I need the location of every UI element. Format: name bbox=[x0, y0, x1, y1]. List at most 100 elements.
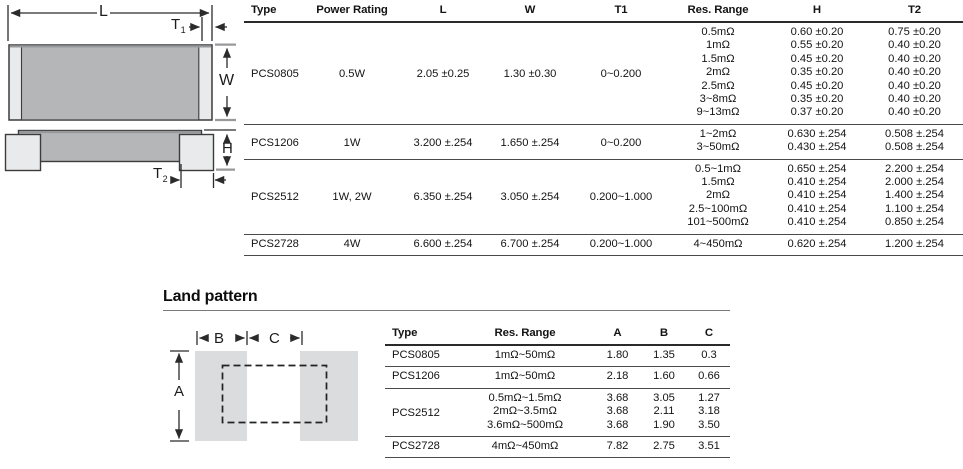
table-row: PCS2728 4mΩ~450mΩ 7.82 2.75 3.51 bbox=[385, 437, 730, 458]
cell-a: 3.68 bbox=[606, 418, 629, 431]
cell-t2: 1.400 ±.254 bbox=[884, 189, 945, 202]
cell-h: 0.630 ±.254 bbox=[787, 127, 847, 140]
table-row: 101~500mΩ 0.410 ±.254 0.850 ±.254 bbox=[244, 216, 963, 234]
cell-res-range: 1mΩ~50mΩ bbox=[494, 349, 556, 361]
cell-type: PCS0805 bbox=[251, 68, 299, 81]
cell-c: 3.18 bbox=[698, 405, 720, 418]
cell-a: 3.68 bbox=[606, 405, 629, 418]
cell-a: 1.80 bbox=[606, 349, 629, 361]
cell-t2: 0.508 ±.254 bbox=[884, 127, 945, 140]
cell-res-range: 101~500mΩ bbox=[687, 216, 749, 229]
land-pattern-heading: Land pattern bbox=[163, 288, 730, 311]
label-width-w: W bbox=[219, 72, 235, 89]
cell-t2: 0.40 ±0.20 bbox=[888, 52, 941, 65]
cell-t2: 0.40 ±0.20 bbox=[888, 39, 941, 52]
cell-h: 0.35 ±0.20 bbox=[790, 93, 844, 106]
cell-res-range: 3~8mΩ bbox=[699, 93, 737, 106]
cell-type: PCS1206 bbox=[251, 136, 299, 149]
cell-res-range: 2mΩ~3.5mΩ bbox=[493, 405, 557, 418]
cell-t2: 2.000 ±.254 bbox=[884, 176, 945, 189]
cell-t1: 0~0.200 bbox=[600, 136, 642, 149]
cell-res-range: 2mΩ bbox=[706, 66, 730, 79]
table-row: 1mΩ 0.55 ±0.20 0.40 ±0.20 bbox=[244, 39, 963, 52]
cell-c: 0.66 bbox=[698, 370, 720, 383]
cell-b: 3.05 bbox=[653, 391, 675, 404]
cell-h: 0.620 ±.254 bbox=[787, 237, 847, 250]
cell-a: 3.68 bbox=[606, 391, 629, 404]
cell-power-rating: 1W, 2W bbox=[332, 191, 372, 204]
col-header-w: W bbox=[486, 0, 574, 23]
cell-h: 0.410 ±.254 bbox=[787, 202, 847, 215]
table-row: 3~50mΩ 0.430 ±.254 0.508 ±.254 bbox=[244, 141, 963, 159]
col-header-type: Type bbox=[385, 323, 455, 346]
col-header-a: A bbox=[595, 323, 640, 346]
table-row: 2mΩ 0.410 ±.254 1.400 ±.254 bbox=[244, 189, 963, 202]
land-table-header-row: Type Res. Range A B C bbox=[385, 323, 730, 346]
table-row: PCS1206 1mΩ~50mΩ 2.18 1.60 0.66 bbox=[385, 367, 730, 388]
table-row: PCS2512 1W, 2W 6.350 ±.254 3.050 ±.254 0.200… bbox=[244, 159, 963, 204]
cell-h: 0.60 ±0.20 bbox=[790, 26, 844, 38]
cell-t2: 1.200 ±.254 bbox=[884, 237, 945, 250]
cell-h: 0.410 ±.254 bbox=[787, 176, 847, 189]
col-header-b: B bbox=[640, 323, 688, 346]
cell-h: 0.430 ±.254 bbox=[787, 141, 847, 154]
cell-h: 0.45 ±0.20 bbox=[790, 79, 844, 92]
label-c: C bbox=[267, 330, 282, 347]
group-PCS0805: PCS0805 1mΩ~50mΩ 1.80 1.35 0.3 bbox=[385, 345, 730, 367]
cell-w: 3.050 ±.254 bbox=[500, 191, 560, 204]
cell-l: 2.05 ±0.25 bbox=[416, 68, 470, 81]
cell-t2: 0.40 ±0.20 bbox=[888, 66, 941, 79]
cell-w: 1.650 ±.254 bbox=[500, 136, 560, 149]
cell-res-range: 2.5~100mΩ bbox=[688, 202, 748, 215]
chip-dimension-diagram bbox=[4, 5, 236, 188]
cell-res-range: 0.5mΩ~1.5mΩ bbox=[488, 391, 562, 404]
cell-t1: 0.200~1.000 bbox=[589, 191, 653, 204]
cell-res-range: 0.5~1mΩ bbox=[695, 162, 741, 175]
cell-t2: 0.40 ±0.20 bbox=[888, 79, 941, 92]
cell-t2: 0.40 ±0.20 bbox=[888, 93, 941, 106]
cell-b: 2.75 bbox=[653, 440, 675, 453]
cell-t1: 0~0.200 bbox=[600, 68, 642, 81]
cell-l: 6.350 ±.254 bbox=[413, 191, 473, 204]
cell-h: 0.37 ±0.20 bbox=[790, 106, 844, 119]
table-row: PCS0805 0.5W 2.05 ±0.25 1.30 ±0.30 0~0.200 0.… bbox=[244, 22, 963, 80]
group-PCS1206: PCS1206 1mΩ~50mΩ 2.18 1.60 0.66 bbox=[385, 367, 730, 389]
cell-c: 1.27 bbox=[698, 391, 720, 404]
cell-type: PCS0805 bbox=[392, 349, 440, 361]
cell-power-rating: 0.5W bbox=[338, 68, 366, 81]
cell-a: 2.18 bbox=[606, 370, 629, 383]
cell-w: 1.30 ±0.30 bbox=[503, 68, 557, 81]
group-PCS2512: PCS2512 1W, 2W 6.350 ±.254 3.050 ±.254 0.200… bbox=[244, 159, 963, 235]
cell-b: 1.35 bbox=[653, 349, 675, 361]
cell-c: 0.3 bbox=[701, 349, 717, 361]
group-PCS2728: PCS2728 4W 6.600 ±.254 6.700 ±.254 0.200~1.0… bbox=[244, 234, 963, 256]
cell-res-range: 1~2mΩ bbox=[699, 127, 737, 140]
cell-w: 6.700 ±.254 bbox=[500, 237, 560, 250]
cell-res-range: 3.6mΩ~500mΩ bbox=[486, 418, 564, 431]
cell-res-range: 2mΩ bbox=[706, 189, 730, 202]
label-height-h: H bbox=[222, 140, 233, 157]
cell-t2: 0.40 ±0.20 bbox=[888, 106, 941, 119]
cell-b: 2.11 bbox=[653, 405, 675, 418]
cell-h: 0.45 ±0.20 bbox=[790, 52, 844, 65]
cell-h: 0.35 ±0.20 bbox=[790, 66, 844, 79]
cell-h: 0.410 ±.254 bbox=[787, 216, 847, 229]
group-PCS0805: PCS0805 0.5W 2.05 ±0.25 1.30 ±0.30 0~0.200 0.… bbox=[244, 22, 963, 125]
table-row: 3~8mΩ 0.35 ±0.20 0.40 ±0.20 bbox=[244, 93, 963, 106]
col-header-res-range: Res. Range bbox=[455, 323, 595, 346]
cell-type: PCS1206 bbox=[392, 370, 440, 383]
cell-a: 7.82 bbox=[606, 440, 629, 453]
col-header-t2: T2 bbox=[866, 0, 963, 23]
table-row: PCS1206 1W 3.200 ±.254 1.650 ±.254 0~0.200 1~… bbox=[244, 124, 963, 149]
cell-b: 1.90 bbox=[653, 418, 675, 431]
label-b: B bbox=[212, 330, 227, 347]
label-t2: T2 bbox=[151, 165, 170, 184]
cell-c: 3.51 bbox=[698, 440, 720, 453]
spec-table-header-row: Type Power Rating L W T1 Res. Range H T2 bbox=[244, 0, 963, 23]
cell-res-range: 1.5mΩ bbox=[701, 176, 735, 189]
cell-res-range: 1mΩ bbox=[706, 39, 730, 52]
cell-h: 0.650 ±.254 bbox=[787, 162, 847, 175]
col-header-t1: T1 bbox=[574, 0, 668, 23]
cell-type: PCS2512 bbox=[392, 407, 440, 420]
table-row: 1.5mΩ 0.45 ±0.20 0.40 ±0.20 bbox=[244, 53, 963, 66]
